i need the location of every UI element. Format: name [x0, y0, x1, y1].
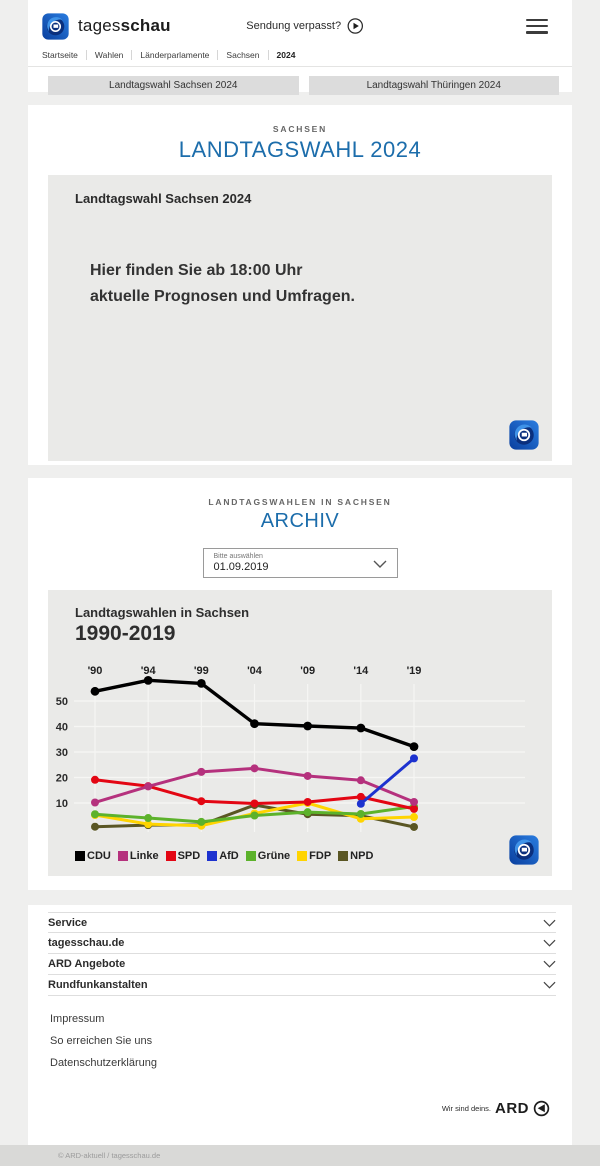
breadcrumb-sachsen[interactable]: Sachsen	[218, 50, 269, 60]
page-title: LANDTAGSWAHL 2024	[178, 137, 422, 162]
archive-section: LANDTAGSWAHLEN IN SACHSEN ARCHIV Bitte a…	[28, 478, 572, 890]
svg-text:10: 10	[56, 798, 68, 810]
link-datenschutzerklaerung[interactable]: Datenschutzerklärung	[50, 1057, 158, 1069]
tagesschau-logo-icon[interactable]	[42, 12, 69, 40]
svg-text:40: 40	[56, 722, 68, 734]
footer-accordion-tagesschau[interactable]: tagesschau.de	[48, 933, 556, 954]
hero-kicker: SACHSEN	[272, 124, 328, 134]
legend-swatch	[245, 851, 256, 861]
legend-item-cdu: CDU	[75, 850, 111, 862]
svg-text:'99: '99	[194, 665, 209, 677]
svg-text:50: 50	[56, 696, 68, 708]
legend-item-npd: NPD	[338, 850, 373, 862]
breadcrumb-2024[interactable]: 2024	[276, 50, 296, 60]
svg-text:20: 20	[56, 773, 68, 785]
ard-claim: Wir sind deins.	[441, 1104, 491, 1113]
svg-text:'94: '94	[141, 665, 157, 677]
footer-accordion-ard-angebote[interactable]: ARD Angebote	[48, 954, 556, 975]
chevron-down-icon	[543, 939, 556, 947]
brand-wordmark[interactable]: tagesschau	[78, 16, 171, 35]
svg-text:'19: '19	[407, 665, 422, 677]
tab-landtagswahl-sachsen[interactable]: Landtagswahl Sachsen 2024	[48, 76, 299, 95]
legend-swatch	[117, 851, 128, 861]
legend-item-spd: SPD	[165, 850, 200, 862]
svg-text:'90: '90	[88, 665, 103, 677]
teaser-message: Hier finden Sie ab 18:00 Uhr aktuelle Pr…	[90, 262, 355, 305]
tab-landtagswahl-thueringen[interactable]: Landtagswahl Thüringen 2024	[308, 76, 559, 95]
legend-swatch	[165, 851, 176, 861]
footer-links: Impressum So erreichen Sie uns Datenschu…	[28, 1008, 572, 1074]
header: tagesschau Sendung verpasst? Startseite …	[28, 0, 572, 95]
footer-accordion-rundfunkanstalten[interactable]: Rundfunkanstalten	[48, 975, 556, 996]
archive-chart-box: Landtagswahlen in Sachsen 1990-2019 10 20…	[48, 590, 552, 876]
election-tabs: Landtagswahl Sachsen 2024 Landtagswahl T…	[28, 67, 572, 95]
legend-item-grüne: Grüne	[245, 850, 290, 862]
link-so-erreichen-sie-uns[interactable]: So erreichen Sie uns	[50, 1035, 153, 1047]
chart-title: Landtagswahlen in Sachsen	[75, 605, 250, 620]
select-value: 01.09.2019	[213, 561, 269, 573]
breadcrumb-wahlen[interactable]: Wahlen	[87, 50, 133, 60]
hamburger-menu-button[interactable]	[526, 18, 548, 34]
chevron-down-icon	[543, 919, 556, 927]
legend-item-linke: Linke	[117, 850, 159, 862]
copyright-bar: © ARD-aktuell / tagesschau.de	[0, 1145, 600, 1166]
footer: Service tagesschau.de ARD Angebote Rundf…	[28, 905, 572, 1145]
ard-circle-arrow-icon	[533, 1100, 550, 1117]
svg-text:'04: '04	[247, 665, 263, 677]
chart-subtitle: 1990-2019	[75, 622, 176, 645]
archive-title: ARCHIV	[260, 510, 340, 532]
chevron-down-icon	[543, 981, 556, 989]
archive-kicker: LANDTAGSWAHLEN IN SACHSEN	[208, 497, 392, 507]
svg-text:'14: '14	[353, 665, 369, 677]
archive-date-select[interactable]: Bitte auswählen 01.09.2019	[202, 548, 398, 578]
tagesschau-logo-icon	[509, 835, 539, 865]
legend-item-fdp: FDP	[297, 850, 331, 862]
teaser-title: Landtagswahl Sachsen 2024	[75, 191, 252, 206]
breadcrumb-laenderparlamente[interactable]: Länderparlamente	[132, 50, 219, 60]
hero-section: SACHSEN LANDTAGSWAHL 2024 Landtagswahl S…	[28, 105, 572, 465]
legend-swatch	[207, 851, 218, 861]
brand-row: tagesschau Sendung verpasst?	[28, 0, 572, 44]
tagesschau-logo-icon	[509, 420, 539, 450]
legend-item-afd: AfD	[207, 850, 239, 862]
header-divider	[28, 66, 572, 67]
select-label: Bitte auswählen	[213, 553, 263, 560]
chevron-down-icon	[543, 960, 556, 968]
legend-swatch	[338, 851, 349, 861]
chevron-down-icon	[373, 560, 386, 568]
archive-chart: 10 20 30 40 50 '90 '94 '99 '04 '09 '14 '19	[56, 665, 525, 832]
legend-swatch	[297, 851, 308, 861]
play-icon	[347, 18, 363, 34]
breadcrumb: Startseite Wahlen Länderparlamente Sachs…	[28, 44, 572, 62]
ard-wordmark: ARD	[495, 1100, 529, 1117]
live-teaser-box: Landtagswahl Sachsen 2024 Hier finden Si…	[48, 175, 552, 461]
copyright-text: © ARD-aktuell / tagesschau.de	[58, 1151, 161, 1160]
breadcrumb-startseite[interactable]: Startseite	[42, 50, 87, 60]
footer-accordion-service[interactable]: Service	[48, 912, 556, 933]
svg-text:'09: '09	[300, 665, 315, 677]
legend-swatch	[75, 851, 85, 861]
watch-missed-link[interactable]: Sendung verpasst?	[246, 18, 363, 34]
chart-legend: CDU Linke SPD AfD Grüne FDP NPD	[75, 850, 373, 862]
link-impressum[interactable]: Impressum	[50, 1013, 105, 1025]
ard-logo: Wir sind deins. ARD	[442, 1100, 550, 1117]
svg-text:30: 30	[56, 747, 68, 759]
